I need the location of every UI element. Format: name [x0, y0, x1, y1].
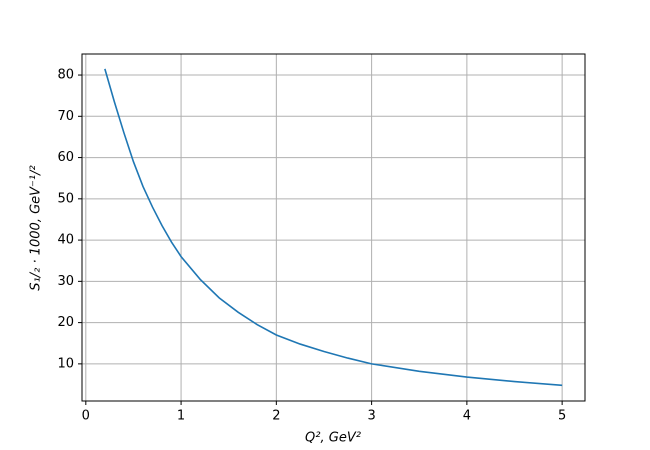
x-tick-label: 1	[177, 409, 185, 424]
y-tick-label: 30	[57, 274, 74, 289]
x-tick-label: 0	[82, 409, 90, 424]
y-tick-label: 20	[57, 315, 74, 330]
y-tick-label: 40	[57, 233, 74, 248]
x-tick-label: 5	[558, 409, 566, 424]
y-tick-label: 60	[57, 150, 74, 165]
y-tick-label: 80	[57, 68, 74, 83]
y-tick-label: 70	[57, 109, 74, 124]
y-tick-label: 50	[57, 191, 74, 206]
x-tick-label: 4	[463, 409, 471, 424]
x-axis-label: Q², GeV²	[305, 431, 361, 446]
plot-frame	[81, 53, 586, 402]
x-tick-label: 2	[272, 409, 280, 424]
y-axis-label: S₁/₂ · 1000, GeV⁻¹/²	[29, 165, 44, 290]
y-tick-label: 10	[57, 356, 74, 371]
data-line	[104, 68, 563, 387]
x-tick-label: 3	[367, 409, 375, 424]
